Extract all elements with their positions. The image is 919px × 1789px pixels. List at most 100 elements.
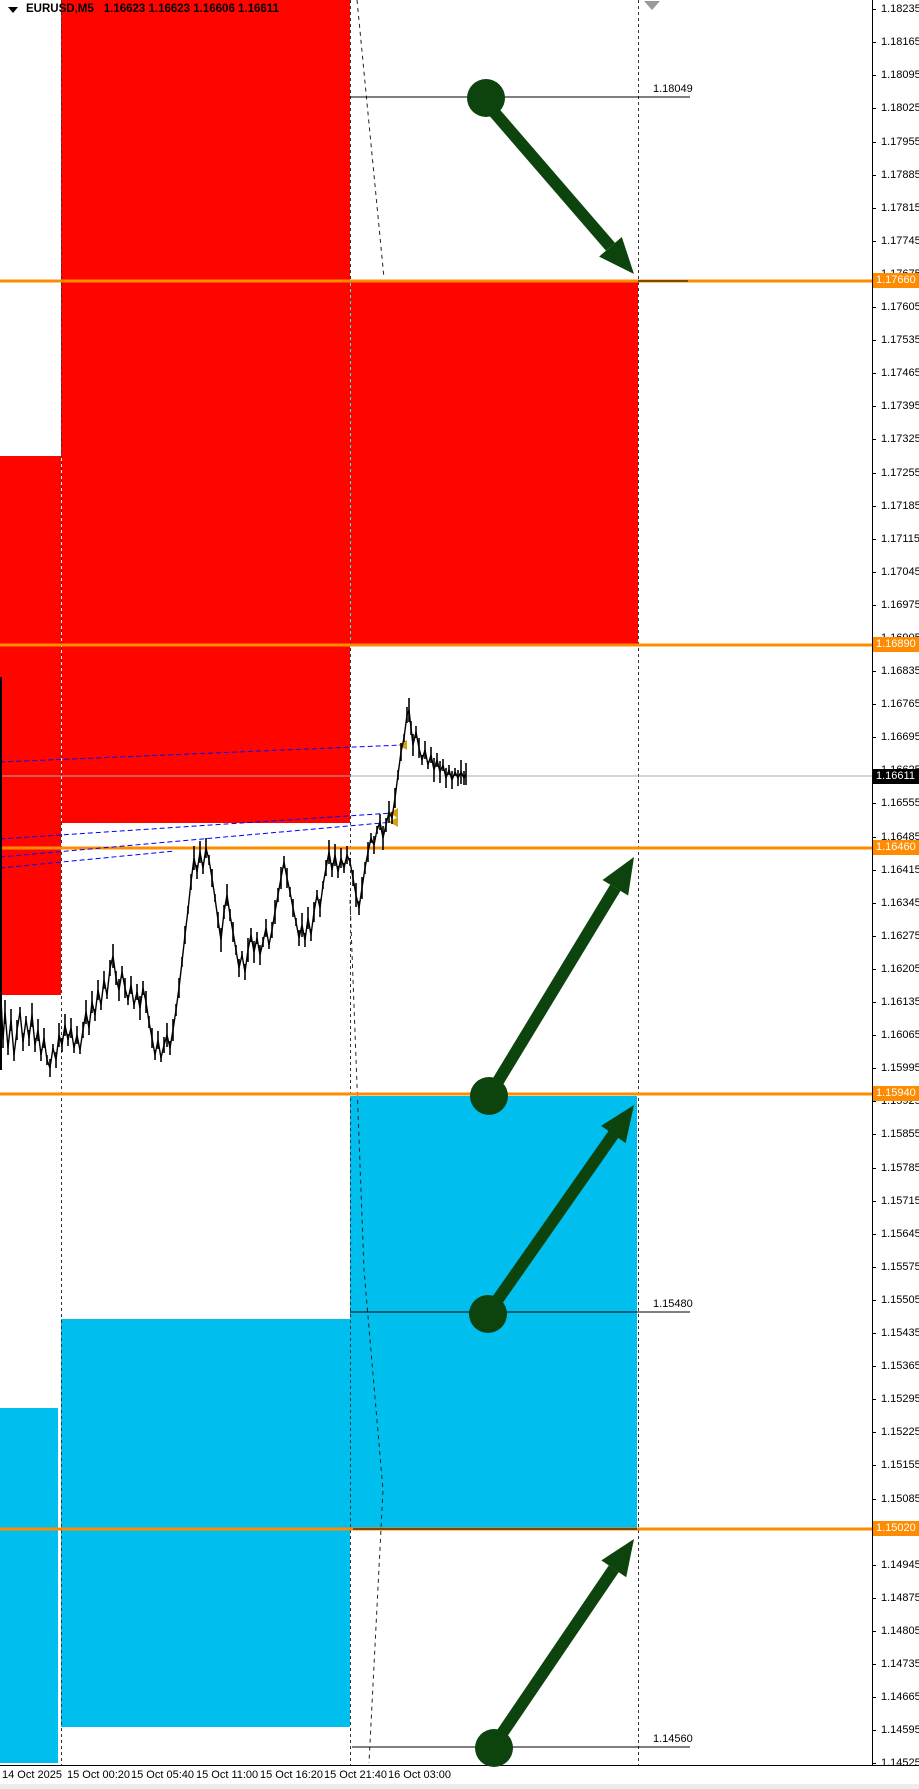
time-axis-label: 15 Oct 11:00 (196, 1769, 259, 1781)
level-price-label: 1.15480 (653, 1298, 693, 1310)
price-tick-mark (872, 1035, 876, 1036)
price-tick-mark (872, 837, 876, 838)
signal-dot (470, 1077, 508, 1115)
price-tick-mark (872, 9, 876, 10)
trendline-dashed (0, 744, 403, 763)
price-tick-label: 1.14735 (881, 1658, 919, 1670)
symbol-timeframe-label: EURUSD,M5 (26, 3, 94, 15)
price-tick-mark (872, 1002, 876, 1003)
price-tick-mark (872, 1565, 876, 1566)
price-tick-label: 1.15575 (881, 1261, 919, 1273)
price-tick-label: 1.15435 (881, 1327, 919, 1339)
price-tick-mark (872, 1631, 876, 1632)
price-tick-label: 1.15855 (881, 1128, 919, 1140)
price-tick-mark (872, 1697, 876, 1698)
price-tick-mark (872, 969, 876, 970)
supply-zone (350, 281, 638, 645)
price-tick-mark (872, 307, 876, 308)
trendline-dashed (0, 821, 394, 858)
price-tick-label: 1.16695 (881, 731, 919, 743)
price-tick-label: 1.15715 (881, 1195, 919, 1207)
signal-arrow-head (601, 1539, 634, 1578)
level-price-badge: 1.16890 (873, 637, 919, 652)
price-tick-label: 1.15085 (881, 1493, 919, 1505)
price-axis-line (872, 0, 873, 1765)
price-tick-label: 1.14665 (881, 1691, 919, 1703)
price-tick-label: 1.17465 (881, 367, 919, 379)
price-tick-mark (872, 1134, 876, 1135)
time-axis-label: 15 Oct 00:20 (67, 1769, 130, 1781)
price-tick-label: 1.18235 (881, 3, 919, 15)
price-tick-mark (872, 1300, 876, 1301)
price-tick-mark (872, 340, 876, 341)
gold-arrow-marker (389, 817, 398, 827)
price-tick-mark (872, 1664, 876, 1665)
price-tick-label: 1.16835 (881, 665, 919, 677)
price-tick-mark (872, 1499, 876, 1500)
price-tick-mark (872, 1101, 876, 1102)
price-tick-mark (872, 737, 876, 738)
signal-arrow-head (601, 1105, 634, 1144)
level-price-badge: 1.17660 (873, 273, 919, 288)
time-axis-label: 14 Oct 2025 (2, 1769, 62, 1781)
price-tick-label: 1.16345 (881, 897, 919, 909)
signal-arrow-head (599, 236, 634, 274)
chart-title-bar: EURUSD,M5 1.16623 1.16623 1.16606 1.1661… (4, 3, 279, 15)
price-tick-mark (872, 903, 876, 904)
price-tick-mark (872, 42, 876, 43)
signal-arrow-shaft (489, 108, 616, 251)
ohlc-values: 1.16623 1.16623 1.16606 1.16611 (103, 3, 279, 15)
price-tick-label: 1.16205 (881, 963, 919, 975)
trendline-dashed (0, 812, 393, 840)
price-tick-label: 1.15645 (881, 1228, 919, 1240)
signal-dot (467, 79, 505, 117)
price-tick-mark (872, 1333, 876, 1334)
price-tick-label: 1.17815 (881, 202, 919, 214)
price-tick-mark (872, 1763, 876, 1764)
price-tick-label: 1.15785 (881, 1162, 919, 1174)
price-tick-label: 1.17745 (881, 235, 919, 247)
price-tick-label: 1.18165 (881, 36, 919, 48)
dashed-slant-line (349, 899, 384, 1764)
price-tick-label: 1.16555 (881, 797, 919, 809)
price-tick-mark (872, 704, 876, 705)
price-tick-label: 1.15505 (881, 1294, 919, 1306)
price-tick-mark (872, 1432, 876, 1433)
price-tick-label: 1.17115 (881, 533, 919, 545)
price-tick-label: 1.17885 (881, 169, 919, 181)
level-price-label: 1.14560 (653, 1733, 693, 1745)
level-price-badge: 1.15940 (873, 1086, 919, 1101)
level-price-badge: 1.15020 (873, 1521, 919, 1536)
price-tick-mark (872, 373, 876, 374)
symbol-dropdown-icon[interactable] (8, 7, 18, 13)
price-tick-label: 1.17535 (881, 334, 919, 346)
price-tick-label: 1.16765 (881, 698, 919, 710)
price-tick-label: 1.16135 (881, 996, 919, 1008)
price-tick-label: 1.18025 (881, 102, 919, 114)
price-tick-label: 1.16065 (881, 1029, 919, 1041)
price-tick-label: 1.18095 (881, 69, 919, 81)
price-tick-label: 1.17395 (881, 400, 919, 412)
price-tick-mark (872, 1201, 876, 1202)
signal-arrow-head (602, 857, 634, 896)
price-tick-mark (872, 936, 876, 937)
price-tick-label: 1.17045 (881, 566, 919, 578)
price-tick-mark (872, 1399, 876, 1400)
status-strip (0, 1784, 919, 1789)
price-tick-mark (872, 108, 876, 109)
price-tick-label: 1.14945 (881, 1559, 919, 1571)
time-axis-label: 16 Oct 03:00 (388, 1769, 451, 1781)
price-tick-mark (872, 1730, 876, 1731)
price-tick-mark (872, 539, 876, 540)
signal-dot (469, 1295, 507, 1333)
price-tick-label: 1.16275 (881, 930, 919, 942)
level-price-badge: 1.16460 (873, 840, 919, 855)
price-tick-mark (872, 1465, 876, 1466)
signal-arrow-shaft (496, 1565, 619, 1739)
price-tick-label: 1.14595 (881, 1724, 919, 1736)
price-tick-mark (872, 208, 876, 209)
price-tick-mark (872, 506, 876, 507)
